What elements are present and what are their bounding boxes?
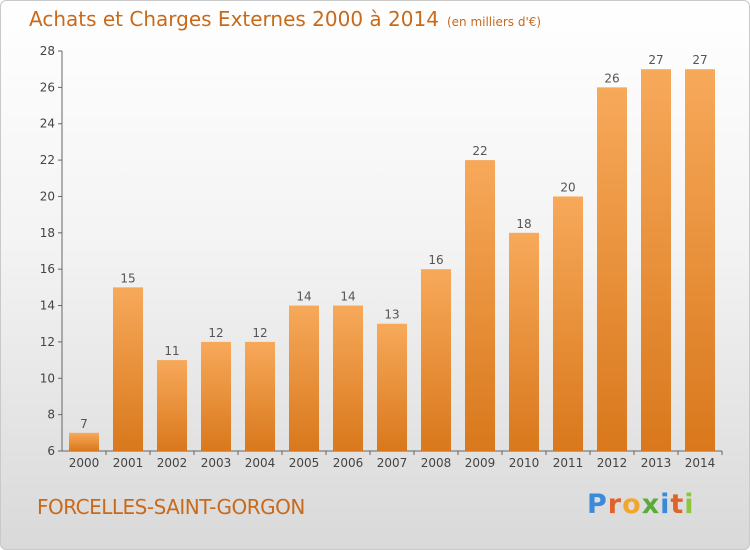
y-tick-label: 20 <box>40 189 55 203</box>
bar <box>597 87 627 451</box>
x-tick-label: 2014 <box>685 456 716 470</box>
bar <box>465 160 495 451</box>
bar <box>553 196 583 451</box>
logo-letter: o <box>622 489 642 520</box>
data-label: 27 <box>648 53 663 67</box>
x-tick-label: 2012 <box>597 456 628 470</box>
logo-letter: i <box>684 489 695 520</box>
proxiti-logo[interactable]: Proxiti <box>587 489 695 520</box>
data-label: 15 <box>120 271 135 285</box>
y-tick-label: 22 <box>40 153 55 167</box>
y-tick-label: 10 <box>40 371 55 385</box>
data-label: 27 <box>692 53 707 67</box>
data-label: 18 <box>516 217 531 231</box>
x-tick-label: 2004 <box>245 456 276 470</box>
data-label: 11 <box>164 344 179 358</box>
bar <box>113 287 143 451</box>
logo-letter: i <box>660 489 671 520</box>
y-tick-label: 14 <box>40 299 55 313</box>
chart-subtitle: (en milliers d'€) <box>446 15 542 29</box>
x-tick-label: 2009 <box>465 456 496 470</box>
chart-title-text: Achats et Charges Externes 2000 à 2014 <box>29 7 439 31</box>
bar <box>157 360 187 451</box>
bar <box>289 305 319 451</box>
y-tick-label: 8 <box>47 408 55 422</box>
bar <box>509 232 539 451</box>
logo-letter: r <box>607 489 623 520</box>
x-tick-label: 2010 <box>509 456 540 470</box>
logo-letter: x <box>641 489 661 520</box>
bar <box>333 305 363 451</box>
town-name: FORCELLES-SAINT-GORGON <box>37 495 305 519</box>
y-tick-label: 26 <box>40 80 55 94</box>
data-label: 13 <box>384 308 399 322</box>
y-tick-label: 18 <box>40 226 55 240</box>
y-tick-label: 16 <box>40 262 55 276</box>
x-tick-label: 2006 <box>333 456 364 470</box>
data-label: 16 <box>428 253 443 267</box>
data-label: 14 <box>296 290 311 304</box>
y-tick-label: 24 <box>40 117 55 131</box>
x-tick-label: 2008 <box>421 456 452 470</box>
x-tick-label: 2007 <box>377 456 408 470</box>
data-label: 22 <box>472 144 487 158</box>
x-tick-label: 2005 <box>289 456 320 470</box>
x-tick-label: 2011 <box>553 456 584 470</box>
y-tick-label: 12 <box>40 335 55 349</box>
bar <box>685 69 715 451</box>
chart-title: Achats et Charges Externes 2000 à 2014 (e… <box>29 7 541 31</box>
bar <box>421 269 451 451</box>
data-label: 26 <box>604 71 619 85</box>
data-label: 12 <box>208 326 223 340</box>
bar <box>641 69 671 451</box>
data-label: 14 <box>340 290 355 304</box>
logo-letter: P <box>587 489 608 520</box>
y-tick-label: 28 <box>40 44 55 58</box>
bar <box>201 341 231 451</box>
x-tick-label: 2002 <box>157 456 188 470</box>
bar <box>377 323 407 451</box>
x-tick-label: 2001 <box>113 456 144 470</box>
y-tick-label: 6 <box>47 444 55 458</box>
data-label: 20 <box>560 180 575 194</box>
x-tick-label: 2000 <box>69 456 100 470</box>
bar <box>69 432 99 451</box>
data-label: 12 <box>252 326 267 340</box>
bar <box>245 341 275 451</box>
x-tick-label: 2013 <box>641 456 672 470</box>
logo-letter: t <box>670 489 685 520</box>
data-label: 7 <box>80 417 88 431</box>
x-tick-label: 2003 <box>201 456 232 470</box>
